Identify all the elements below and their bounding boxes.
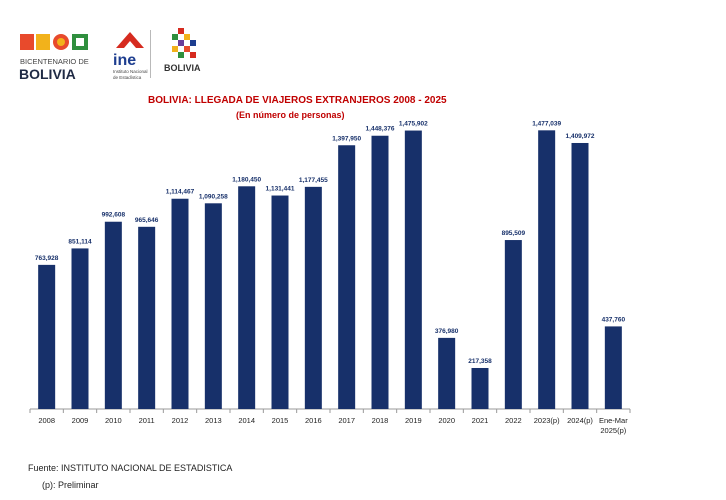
data-label: 1,180,450 — [232, 176, 261, 183]
data-label: 895,509 — [502, 230, 526, 237]
bar-2011 — [138, 226, 156, 409]
ine-caption-2: de Estadística — [113, 75, 142, 80]
data-label: 1,475,902 — [399, 121, 428, 128]
ine-wordmark: ine — [113, 52, 136, 69]
bar-2012 — [171, 198, 189, 409]
x-tick-label: 2024(p) — [567, 416, 593, 425]
bar-2017 — [338, 145, 356, 410]
x-tick-label: 2018 — [372, 416, 389, 425]
estado-label: BOLIVIA — [164, 63, 201, 73]
preliminary-note: (p): Preliminar — [42, 480, 99, 490]
bar-2008 — [38, 264, 56, 409]
data-label: 763,928 — [35, 255, 59, 262]
x-tick-label: 2023(p) — [534, 416, 560, 425]
chart-subtitle: (En número de personas) — [236, 110, 345, 120]
estado-plurinacional-logo: BOLIVIA — [164, 28, 201, 73]
data-label: 1,397,950 — [332, 135, 361, 142]
bar-ene-mar-2025-p- — [604, 326, 622, 409]
bar-2009 — [71, 248, 89, 409]
x-tick-label: 2022 — [505, 416, 522, 425]
bar-2019 — [404, 130, 422, 409]
x-tick-label: 2016 — [305, 416, 322, 425]
data-label: 965,646 — [135, 217, 159, 224]
bar-2013 — [204, 203, 222, 409]
x-tick-label: 2015 — [272, 416, 289, 425]
chart-title: BOLIVIA: LLEGADA DE VIAJEROS EXTRANJEROS… — [148, 95, 447, 106]
data-label: 1,131,441 — [266, 186, 295, 193]
data-label: 1,409,972 — [566, 133, 595, 140]
x-tick-label: 2008 — [38, 416, 55, 425]
data-label: 376,980 — [435, 328, 459, 335]
ine-logo: ine Instituto Nacional de Estadística — [113, 32, 148, 80]
bicentenario-logo: BICENTENARIO DE BOLIVIA — [19, 34, 89, 82]
bar-2010 — [104, 221, 122, 409]
bar-2022 — [504, 240, 522, 409]
logo-divider — [150, 30, 151, 78]
x-tick-label: 2020 — [438, 416, 455, 425]
data-label: 1,114,467 — [166, 189, 195, 196]
bar-2023-p- — [538, 130, 556, 409]
data-label: 437,760 — [602, 316, 626, 323]
bar-2016 — [304, 186, 322, 409]
x-tick-label: 2019 — [405, 416, 422, 425]
data-label: 992,608 — [102, 212, 126, 219]
data-label: 851,114 — [68, 238, 92, 245]
ine-caption-1: Instituto Nacional — [113, 69, 148, 74]
x-tick-label: 2014 — [238, 416, 255, 425]
x-tick-label: 2010 — [105, 416, 122, 425]
bar-group: 763,928 2008 851,114 2009 992,608 2010 965,646… — [29, 120, 631, 435]
x-tick-label: 2011 — [139, 416, 155, 425]
bicentenario-label-main: BOLIVIA — [19, 66, 76, 82]
data-label: 1,448,376 — [366, 126, 395, 133]
x-tick-label: 2013 — [205, 416, 222, 425]
data-label: 217,358 — [468, 358, 492, 365]
bar-2015 — [271, 195, 289, 409]
source-note: Fuente: INSTITUTO NACIONAL DE ESTADISTIC… — [28, 463, 233, 473]
bar-2021 — [471, 367, 489, 409]
logo-group: BICENTENARIO DE BOLIVIA ine Instituto Na… — [18, 26, 208, 86]
bar-2018 — [371, 135, 389, 409]
bar-2014 — [238, 186, 256, 409]
data-label: 1,477,039 — [532, 120, 561, 127]
x-tick-label: Ene-Mar 2025(p) — [599, 416, 628, 435]
x-tick-label: 2021 — [472, 416, 489, 425]
x-tick-label: 2009 — [72, 416, 89, 425]
data-label: 1,090,258 — [199, 193, 228, 200]
bar-2020 — [438, 337, 456, 409]
x-tick-label: 2012 — [172, 416, 189, 425]
x-tick-label: 2017 — [338, 416, 355, 425]
bicentenario-label-top: BICENTENARIO DE — [20, 57, 89, 66]
bar-2024-p- — [571, 142, 589, 409]
data-label: 1,177,455 — [299, 177, 328, 184]
